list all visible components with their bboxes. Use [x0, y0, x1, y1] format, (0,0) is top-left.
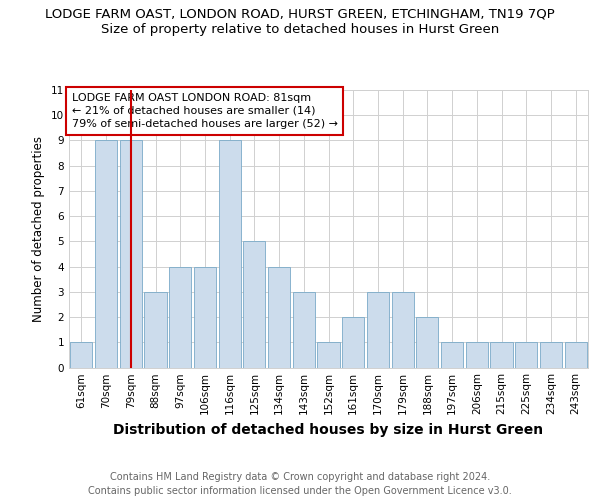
Bar — [70, 342, 92, 367]
Bar — [565, 342, 587, 367]
Bar — [119, 140, 142, 368]
Bar — [367, 292, 389, 368]
Bar — [169, 266, 191, 368]
Bar — [268, 266, 290, 368]
Bar — [243, 242, 265, 368]
Y-axis label: Number of detached properties: Number of detached properties — [32, 136, 46, 322]
Bar — [441, 342, 463, 367]
Bar — [95, 140, 117, 368]
Bar — [317, 342, 340, 367]
Bar — [342, 317, 364, 368]
Text: LODGE FARM OAST, LONDON ROAD, HURST GREEN, ETCHINGHAM, TN19 7QP: LODGE FARM OAST, LONDON ROAD, HURST GREE… — [45, 8, 555, 20]
Text: Contains HM Land Registry data © Crown copyright and database right 2024.: Contains HM Land Registry data © Crown c… — [110, 472, 490, 482]
Bar — [218, 140, 241, 368]
Bar — [490, 342, 512, 367]
Bar — [515, 342, 538, 367]
Text: LODGE FARM OAST LONDON ROAD: 81sqm
← 21% of detached houses are smaller (14)
79%: LODGE FARM OAST LONDON ROAD: 81sqm ← 21%… — [71, 93, 338, 129]
Bar — [194, 266, 216, 368]
Bar — [416, 317, 439, 368]
Bar — [540, 342, 562, 367]
Text: Size of property relative to detached houses in Hurst Green: Size of property relative to detached ho… — [101, 22, 499, 36]
Bar — [293, 292, 315, 368]
Bar — [466, 342, 488, 367]
Bar — [392, 292, 414, 368]
X-axis label: Distribution of detached houses by size in Hurst Green: Distribution of detached houses by size … — [113, 423, 544, 437]
Text: Contains public sector information licensed under the Open Government Licence v3: Contains public sector information licen… — [88, 486, 512, 496]
Bar — [145, 292, 167, 368]
